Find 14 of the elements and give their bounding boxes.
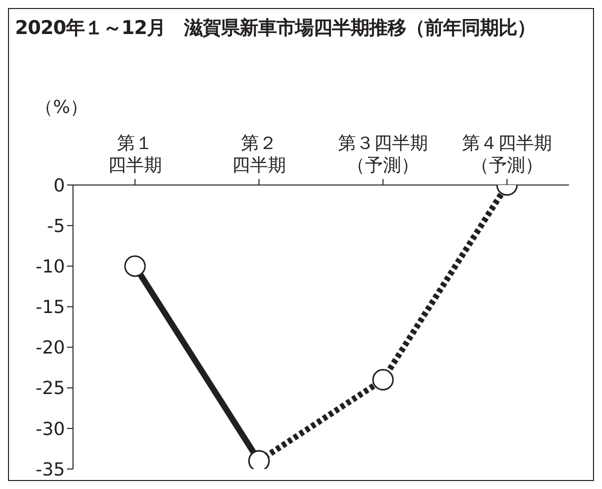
- x-tick-label: 第２四半期: [232, 133, 286, 176]
- x-tick-label: 第１四半期: [108, 133, 162, 176]
- y-axis-title: （%）: [35, 96, 88, 119]
- x-tick-label: 第４四半期（予測）: [462, 133, 552, 176]
- y-tick-label: -5: [47, 216, 65, 237]
- chart-title: 2020年１～12月 滋賀県新車市場四半期推移（前年同期比）: [15, 16, 536, 41]
- y-tick-label: -10: [36, 256, 65, 278]
- y-tick-label: -20: [36, 338, 65, 359]
- y-tick-label: -30: [36, 418, 65, 440]
- y-tick-label: -35: [36, 459, 65, 480]
- y-tick-label: -15: [36, 297, 65, 318]
- x-tick-label: 第３四半期（予測）: [338, 133, 428, 176]
- y-tick-label: -25: [36, 378, 65, 400]
- y-tick-label: 0: [54, 175, 65, 196]
